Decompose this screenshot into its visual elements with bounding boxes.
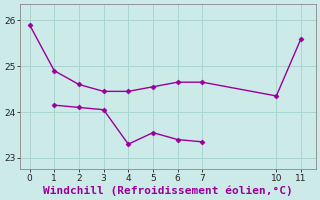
X-axis label: Windchill (Refroidissement éolien,°C): Windchill (Refroidissement éolien,°C) bbox=[43, 185, 293, 196]
